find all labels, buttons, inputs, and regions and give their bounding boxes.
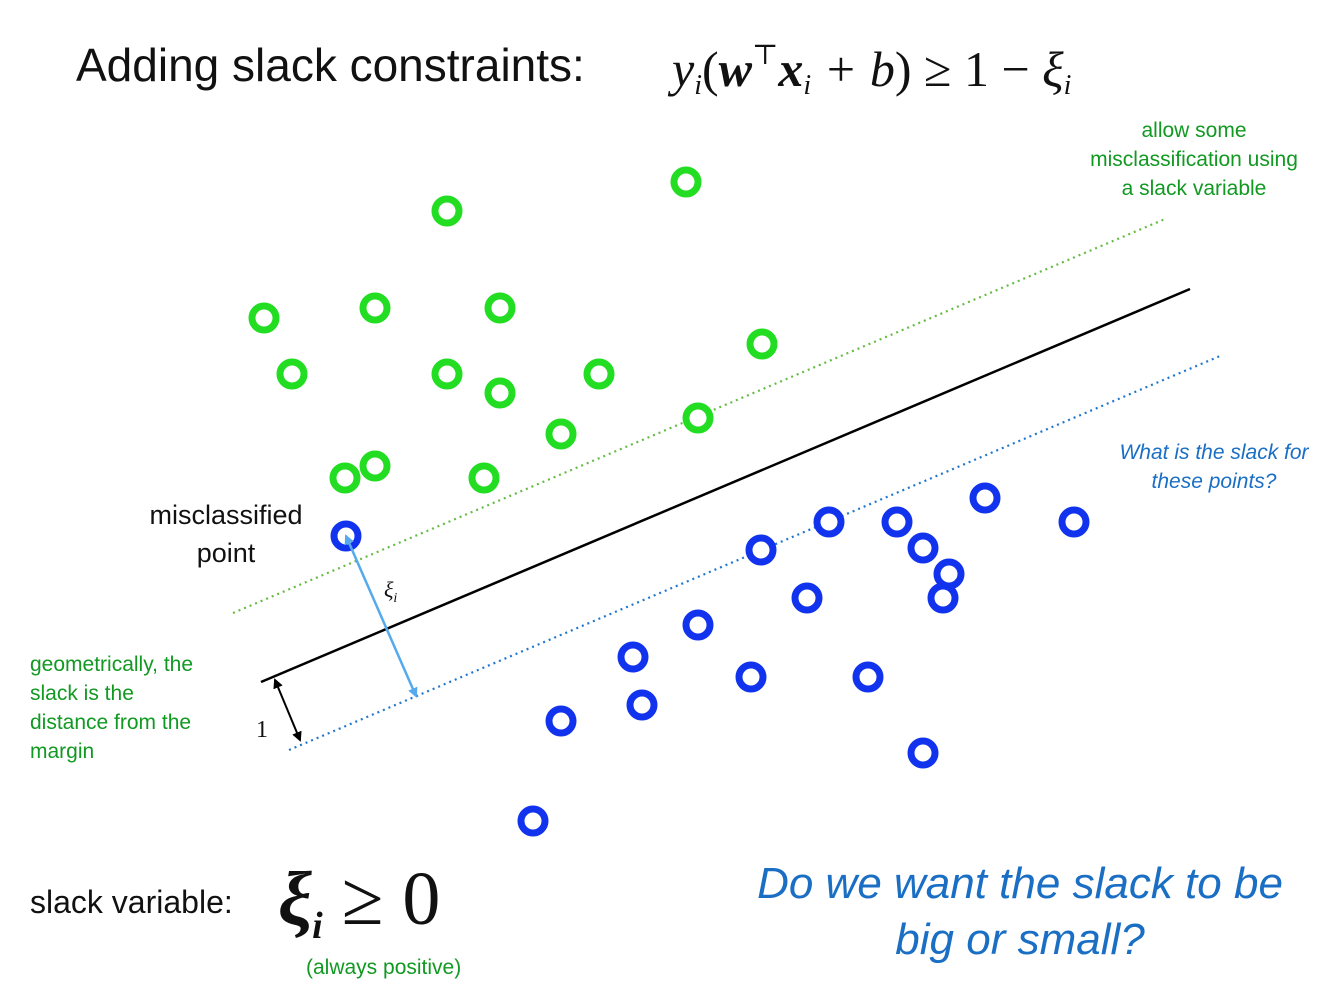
blue-data-point (933, 558, 965, 590)
slack-distance-arrow (344, 534, 418, 698)
green-points-group (248, 166, 778, 494)
green-data-point (468, 462, 500, 494)
blue-data-point (813, 506, 845, 538)
blue-data-point (735, 661, 767, 693)
green-data-point (746, 328, 778, 360)
unit-margin-label: 1 (256, 717, 268, 743)
geometry-note: geometrically, the slack is the distance… (30, 653, 194, 763)
green-data-point (359, 292, 391, 324)
slack-variable-note: allow some misclassification using a sla… (1090, 119, 1298, 200)
misclassified-point-label: misclassified point (149, 500, 303, 568)
blue-data-point (881, 506, 913, 538)
slack-variable-label: slack variable: (30, 884, 233, 920)
blue-data-point (907, 737, 939, 769)
blue-points-group (330, 482, 1090, 837)
slide-title: Adding slack constraints: (76, 39, 585, 91)
green-data-point (431, 195, 463, 227)
green-data-point (583, 358, 615, 390)
green-data-point (359, 450, 391, 482)
green-data-point (431, 358, 463, 390)
blue-data-point (745, 534, 777, 566)
green-data-point (484, 292, 516, 324)
slack-constraint-equation: yi(w⊤xi + b) ≥ 1 − ξi (672, 40, 1072, 101)
always-positive-note: (always positive) (306, 956, 462, 979)
blue-data-point (791, 582, 823, 614)
unit-margin-arrow (273, 678, 302, 742)
blue-data-point (517, 805, 549, 837)
slack-size-question: Do we want the slack to be big or small? (757, 859, 1283, 964)
green-data-point (545, 418, 577, 450)
blue-data-point (617, 641, 649, 673)
green-data-point (670, 166, 702, 198)
slack-nonnegativity-equation: ξi ≥ 0 (278, 857, 441, 947)
green-data-point (484, 377, 516, 409)
slack-points-question: What is the slack for these points? (1119, 441, 1309, 493)
blue-data-point (969, 482, 1001, 514)
blue-data-point (927, 582, 959, 614)
decision-boundary-line (260, 287, 1191, 684)
blue-data-point (1058, 506, 1090, 538)
blue-data-point (682, 609, 714, 641)
blue-data-point (545, 705, 577, 737)
blue-data-point (907, 532, 939, 564)
xi-arrow-label: ξi (384, 577, 397, 606)
green-data-point (329, 462, 361, 494)
green-data-point (276, 358, 308, 390)
blue-data-point (626, 689, 658, 721)
blue-data-point (852, 661, 884, 693)
green-data-point (682, 402, 714, 434)
green-data-point (248, 302, 280, 334)
